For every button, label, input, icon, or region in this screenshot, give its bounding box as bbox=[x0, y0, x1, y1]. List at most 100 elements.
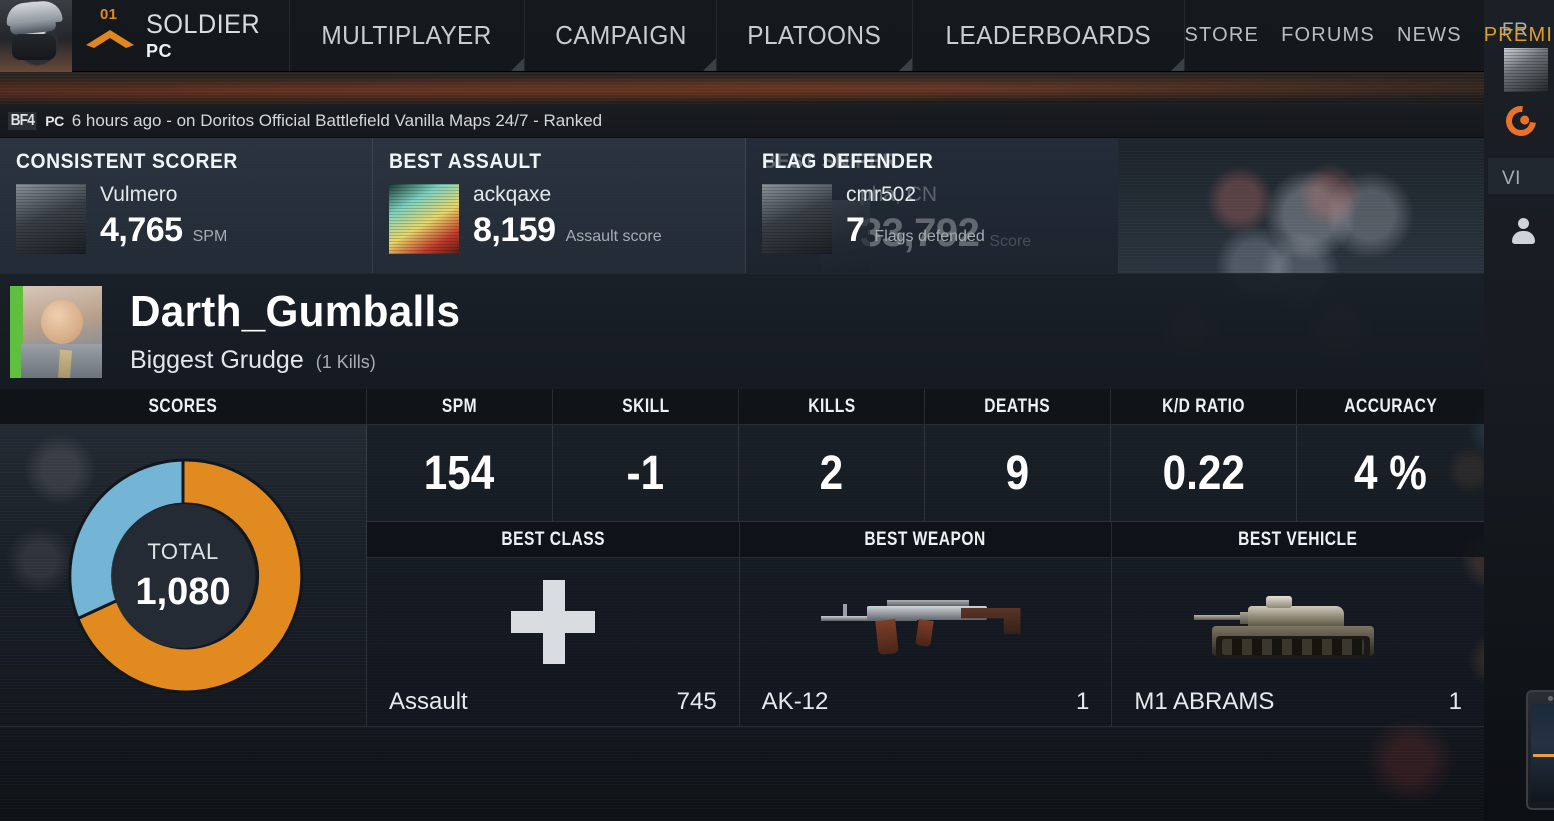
stats-header-spm-label: SPM bbox=[441, 395, 478, 417]
stats-header-scores-label: SCORES bbox=[148, 395, 218, 417]
best-header-vehicle: BEST VEHICLE bbox=[1112, 522, 1485, 558]
assault-class-plus-icon bbox=[510, 580, 595, 664]
award-card-best-assault[interactable]: BEST ASSAULT ackqaxe 8,159 Assault score bbox=[373, 138, 746, 273]
best-weapon-name: AK-12 bbox=[761, 688, 829, 715]
stats-value-kd-ratio-text: 0.22 bbox=[1162, 446, 1245, 500]
best-weapon-footer: AK-12 1 bbox=[740, 688, 1112, 716]
stats-header-deaths-label: DEATHS bbox=[984, 395, 1051, 417]
best-class-value: 745 bbox=[676, 688, 717, 715]
stats-value-skill-text: -1 bbox=[626, 446, 665, 500]
award-title: CONSISTENT SCORER bbox=[16, 150, 238, 173]
award-player-name: cmr502 bbox=[846, 183, 917, 206]
game-tags: BF4 PC bbox=[8, 111, 64, 130]
stats-value-row: 154 -1 2 9 0.22 4 % bbox=[0, 425, 1484, 522]
stats-value-kills-text: 2 bbox=[819, 446, 844, 500]
stats-value-accuracy: 4 % bbox=[1297, 425, 1484, 522]
nav-item-campaign[interactable]: CAMPAIGN bbox=[525, 0, 718, 71]
award-player-name: ackqaxe bbox=[473, 183, 552, 206]
nav-link-forums[interactable]: FORUMS bbox=[1281, 24, 1375, 46]
award-unit: Flags defended bbox=[874, 228, 985, 245]
rank-badge: 01 bbox=[72, 0, 146, 71]
nav-link-premium[interactable]: PREMIUM bbox=[1483, 24, 1554, 46]
scores-donut-panel: TOTAL 1,080 bbox=[0, 425, 367, 727]
award-cards-row: CONSISTENT SCORER Vulmero 4,765 SPM BEST… bbox=[0, 138, 1118, 273]
award-player-avatar bbox=[389, 184, 459, 254]
best-header-weapon-label: BEST WEAPON bbox=[864, 528, 987, 550]
sidebar-friend-avatar[interactable] bbox=[1504, 48, 1548, 92]
sidebar-video-label: VI bbox=[1502, 168, 1521, 189]
stats-header-deaths: DEATHS bbox=[925, 389, 1111, 425]
origin-icon[interactable] bbox=[1499, 99, 1543, 143]
stats-header-scores: SCORES bbox=[0, 389, 367, 425]
nav-item-multiplayer-label: MULTIPLAYER bbox=[321, 20, 493, 50]
assault-rifle-icon bbox=[820, 592, 1031, 655]
award-player-avatar bbox=[762, 184, 832, 254]
person-icon[interactable] bbox=[1510, 218, 1536, 244]
best-vehicle-name: M1 ABRAMS bbox=[1134, 688, 1275, 715]
top-navigation-bar: 01 SOLDIER PC MULTIPLAYER CAMPAIGN PLATO… bbox=[0, 0, 1554, 72]
stats-table: SCORES SPM SKILL KILLS DEATHS K/D RATIO bbox=[0, 389, 1485, 727]
best-class-footer: Assault 745 bbox=[367, 688, 739, 716]
stats-value-deaths: 9 bbox=[925, 425, 1111, 522]
best-of-section: BEST CLASS BEST WEAPON BEST VEHICLE bbox=[367, 522, 1485, 727]
award-card-flag-defender[interactable]: BEST SNIPER pha, CN 33,792 Score bbox=[746, 138, 1118, 273]
best-class-art bbox=[367, 568, 739, 676]
stats-header-kd-ratio: K/D RATIO bbox=[1111, 389, 1297, 425]
award-player-name: Vulmero bbox=[100, 183, 178, 206]
best-weapon-art bbox=[740, 568, 1112, 676]
award-value: 8,159 bbox=[473, 211, 556, 249]
biggest-grudge-label: Biggest Grudge bbox=[130, 346, 304, 374]
award-card-consistent-scorer[interactable]: CONSISTENT SCORER Vulmero 4,765 SPM bbox=[0, 138, 373, 273]
phone-promo-image bbox=[1526, 690, 1554, 810]
best-value-row: Assault 745 AK-12 1 bbox=[367, 558, 1485, 727]
player-avatar[interactable] bbox=[10, 285, 102, 378]
hero-banner-strip bbox=[0, 72, 1484, 104]
main-column: 01 SOLDIER PC MULTIPLAYER CAMPAIGN PLATO… bbox=[0, 0, 1554, 727]
stats-header-accuracy: ACCURACY bbox=[1297, 389, 1484, 425]
best-header-row: BEST CLASS BEST WEAPON BEST VEHICLE bbox=[367, 522, 1485, 558]
stats-value-skill: -1 bbox=[553, 425, 739, 522]
sidebar-video-bar[interactable] bbox=[1488, 158, 1554, 194]
bf4-logo-icon: BF4 bbox=[8, 111, 37, 130]
player-header: Darth_Gumballs Biggest Grudge (1 Kills) bbox=[0, 273, 1484, 389]
award-value: 7 bbox=[846, 211, 865, 249]
stats-value-spm: 154 bbox=[367, 425, 553, 522]
nav-link-news[interactable]: NEWS bbox=[1396, 24, 1462, 46]
stats-header-kd-ratio-label: K/D RATIO bbox=[1162, 395, 1245, 417]
best-weapon-cell[interactable]: AK-12 1 bbox=[739, 558, 1113, 727]
nav-item-platoons[interactable]: PLATOONS bbox=[717, 0, 913, 71]
best-header-class: BEST CLASS bbox=[367, 522, 740, 558]
rank-chevron-icon bbox=[86, 30, 134, 48]
best-vehicle-art bbox=[1112, 568, 1484, 676]
best-class-cell[interactable]: Assault 745 bbox=[367, 558, 740, 727]
stats-header-skill-label: SKILL bbox=[621, 395, 670, 417]
nav-item-soldier[interactable]: 01 SOLDIER PC bbox=[0, 0, 291, 72]
stats-value-deaths-text: 9 bbox=[1005, 446, 1030, 500]
donut-hole bbox=[111, 503, 255, 648]
nav-item-platoons-label: PLATOONS bbox=[747, 20, 882, 50]
stats-header-accuracy-label: ACCURACY bbox=[1343, 395, 1438, 417]
stats-header-skill: SKILL bbox=[553, 389, 739, 425]
award-player-avatar bbox=[16, 184, 86, 254]
best-vehicle-value: 1 bbox=[1448, 688, 1463, 715]
nav-link-store[interactable]: STORE bbox=[1184, 24, 1260, 46]
donut-total-label: TOTAL bbox=[147, 538, 219, 564]
nav-soldier-title: SOLDIER bbox=[146, 9, 261, 39]
nav-item-multiplayer[interactable]: MULTIPLAYER bbox=[290, 0, 525, 71]
award-title: FLAG DEFENDER bbox=[762, 150, 934, 173]
tank-icon bbox=[1194, 584, 1402, 660]
award-unit: Assault score bbox=[565, 228, 662, 245]
nav-item-leaderboards[interactable]: LEADERBOARDS bbox=[913, 0, 1185, 71]
donut-slice-orange bbox=[75, 457, 304, 693]
stats-value-accuracy-text: 4 % bbox=[1354, 446, 1427, 500]
best-header-vehicle-label: BEST VEHICLE bbox=[1238, 528, 1358, 550]
biggest-grudge-value: (1 Kills) bbox=[315, 352, 376, 372]
donut-center-label: TOTAL 1,080 bbox=[55, 448, 311, 704]
best-vehicle-footer: M1 ABRAMS 1 bbox=[1112, 688, 1484, 716]
best-vehicle-cell[interactable]: M1 ABRAMS 1 bbox=[1112, 558, 1485, 727]
stats-value-kills: 2 bbox=[739, 425, 925, 522]
best-class-name: Assault bbox=[389, 688, 468, 715]
nav-secondary-links: STORE FORUMS NEWS PREMIUM bbox=[1185, 0, 1554, 71]
stats-header-kills-label: KILLS bbox=[807, 395, 856, 417]
